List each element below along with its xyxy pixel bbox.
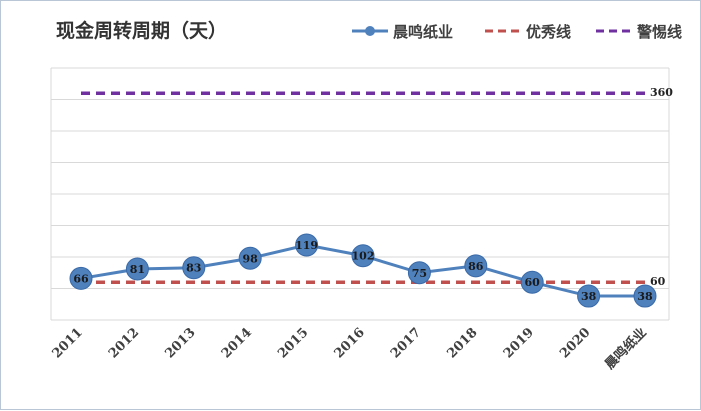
x-tick-label: 2012 bbox=[106, 325, 142, 361]
x-tick-label: 2019 bbox=[501, 325, 537, 361]
reference-lines: 60 360 bbox=[81, 86, 673, 288]
data-point bbox=[69, 266, 93, 290]
data-label: 75 bbox=[412, 267, 427, 280]
data-label: 98 bbox=[243, 252, 259, 265]
x-tick-label: 2014 bbox=[219, 325, 255, 361]
data-label: 119 bbox=[295, 239, 318, 252]
legend: 晨鸣纸业 优秀线 警惕线 bbox=[352, 23, 682, 41]
legend-label: 晨鸣纸业 bbox=[393, 23, 453, 41]
data-point bbox=[633, 284, 657, 308]
data-point bbox=[520, 270, 544, 294]
chart-title: 现金周转周期（天） bbox=[56, 19, 227, 42]
data-point bbox=[295, 233, 319, 257]
data-label: 86 bbox=[468, 260, 484, 273]
data-point bbox=[351, 244, 375, 268]
data-point bbox=[125, 257, 149, 281]
legend-item: 优秀线 bbox=[485, 23, 571, 41]
data-point bbox=[407, 261, 431, 285]
data-label: 38 bbox=[581, 290, 597, 303]
x-tick-label: 2020 bbox=[557, 325, 593, 361]
data-label: 38 bbox=[637, 290, 653, 303]
data-label: 81 bbox=[130, 263, 145, 276]
data-point bbox=[182, 256, 206, 280]
legend-marker-swatch bbox=[365, 26, 375, 36]
x-tick-label: 2015 bbox=[275, 325, 311, 361]
x-tick-label: 晨鸣纸业 bbox=[602, 325, 650, 373]
x-tick-label: 2017 bbox=[388, 325, 424, 361]
x-tick-label: 2011 bbox=[50, 325, 86, 361]
data-label: 60 bbox=[525, 276, 541, 289]
data-label: 66 bbox=[73, 272, 89, 285]
data-point bbox=[577, 284, 601, 308]
x-tick-label: 2016 bbox=[332, 325, 368, 361]
data-label: 83 bbox=[186, 262, 201, 275]
x-tick-label: 2018 bbox=[444, 325, 480, 361]
legend-item: 警惕线 bbox=[596, 23, 682, 41]
data-point bbox=[238, 246, 262, 270]
x-tick-label: 2013 bbox=[162, 325, 198, 361]
reference-line-label: 360 bbox=[650, 86, 673, 99]
data-point bbox=[464, 254, 488, 278]
main-series: 66 81 83 98 119 102 75 86 60 38 38 bbox=[69, 233, 657, 308]
legend-label: 优秀线 bbox=[526, 23, 571, 41]
reference-line-label: 60 bbox=[650, 275, 666, 288]
legend-label: 警惕线 bbox=[636, 23, 682, 41]
legend-item: 晨鸣纸业 bbox=[352, 23, 453, 41]
x-tick-labels: 2011 2012 2013 2014 2015 2016 2017 2018 2019 2020… bbox=[50, 325, 650, 373]
data-label: 102 bbox=[352, 250, 375, 263]
